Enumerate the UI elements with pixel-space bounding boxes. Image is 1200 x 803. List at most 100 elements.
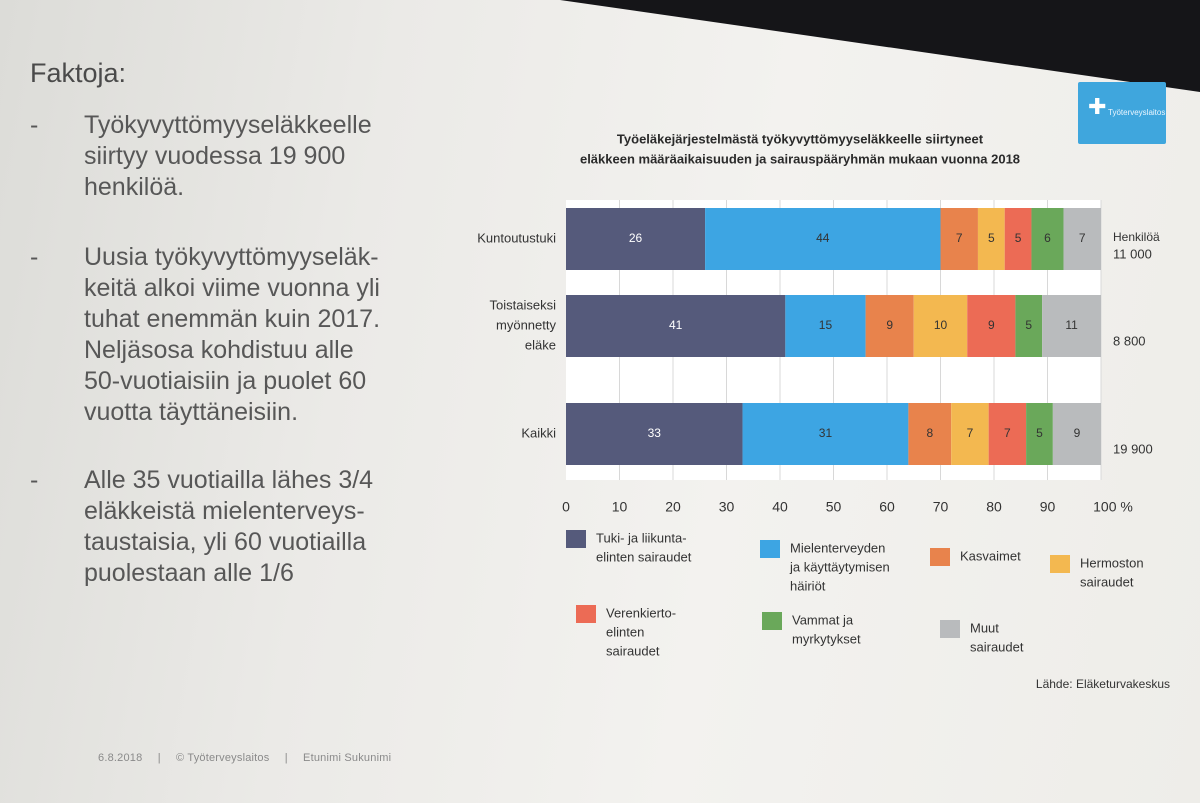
category-label: eläke [525,337,556,352]
footer-organization: © Työterveyslaitos [176,752,270,764]
bar-segment [785,295,866,357]
bar-value-label: 5 [1015,231,1022,245]
bar-value-label: 26 [629,231,643,245]
bar-value-label: 7 [1004,426,1011,440]
x-tick-label: 0 [562,499,570,515]
x-tick-label: 90 [1040,499,1056,515]
bar-value-label: 11 [1065,318,1078,332]
bar-segment [1031,208,1064,270]
x-tick-label: 100 % [1093,499,1133,515]
legend-label: sairaudet [1080,574,1134,589]
category-label: Kuntoutustuki [477,230,556,245]
bar-segment [940,208,978,270]
bar-value-label: 7 [956,231,963,245]
bar-segment [1004,208,1032,270]
bar-value-label: 15 [819,318,833,332]
bar-segment [705,208,941,270]
legend-swatch [1050,555,1070,573]
bar-value-label: 5 [1036,426,1043,440]
legend-label: Mielenterveyden [790,540,885,555]
bar-segment [977,208,1005,270]
bar-segment [988,403,1027,465]
bar-segment [951,403,989,465]
legend-label: sairaudet [970,639,1024,654]
row-total-label: 11 000 [1113,246,1152,261]
bar-value-label: 5 [988,231,995,245]
chart-title: eläkkeen määräaikaisuuden ja sairauspäär… [580,151,1020,166]
bullet-text: Uusia työkyvyttömyyseläk- keitä alkoi vi… [84,243,381,426]
bar-value-label: 9 [988,318,995,332]
bar-value-label: 7 [1079,231,1086,245]
legend-label: sairaudet [606,643,660,658]
bar-value-label: 10 [934,318,948,332]
logo-text: Työterveyslaitos [1108,108,1166,117]
footer-separator: | [284,752,288,764]
chart-title: Työeläkejärjestelmästä työkyvyttömyyselä… [617,131,984,146]
organization-logo: ✚ Työterveyslaitos [1078,82,1166,144]
x-tick-label: 60 [879,499,895,515]
legend-label: myrkytykset [792,631,861,646]
bar-value-label: 5 [1025,318,1032,332]
legend-label: Tuki- ja liikunta- [596,530,687,545]
bar-value-label: 41 [669,318,683,332]
bullet-text: Työkyvyttömyyseläkkeelle siirtyy vuodess… [84,111,372,201]
legend-swatch [930,548,950,566]
bullet-dash: - [30,466,39,494]
x-tick-label: 40 [772,499,788,515]
footer-date: 6.8.2018 [98,752,143,764]
bar-value-label: 9 [886,318,893,332]
legend-swatch [940,620,960,638]
legend-label: Verenkierto- [606,605,676,620]
bar-value-label: 44 [816,231,830,245]
footer-separator: | [157,752,161,764]
bar-segment [967,295,1016,357]
bar-value-label: 7 [967,426,974,440]
bar-segment [1042,295,1101,357]
totals-header: Henkilöä [1113,230,1160,244]
category-label: Kaikki [521,425,556,440]
legend-label: elinten [606,624,644,639]
bar-segment [566,208,706,270]
bar-segment [742,403,909,465]
bar-segment [1052,403,1101,465]
category-label: Toistaiseksi [490,297,557,312]
slide-heading: Faktoja: [30,58,127,88]
row-total-label: 8 800 [1113,333,1146,348]
x-tick-label: 20 [665,499,681,515]
legend-swatch [566,530,586,548]
legend-label: häiriöt [790,578,826,593]
row-total-label: 19 900 [1113,441,1153,456]
legend-label: Muut [970,620,999,635]
x-tick-label: 50 [826,499,842,515]
legend-label: Hermoston [1080,555,1144,570]
logo-mark-icon: ✚ [1088,94,1107,119]
bar-segment [1026,403,1053,465]
bar-value-label: 31 [819,426,833,440]
legend-swatch [576,605,596,623]
x-tick-label: 10 [612,499,628,515]
bar-segment [865,295,914,357]
bar-value-label: 33 [648,426,662,440]
legend-label: Vammat ja [792,612,854,627]
bar-value-label: 6 [1044,231,1051,245]
footer-author: Etunimi Sukunimi [303,752,392,764]
bar-segment [908,403,952,465]
bullet-dash: - [30,111,39,139]
bar-value-label: 9 [1074,426,1081,440]
legend-label: elinten sairaudet [596,549,692,564]
bullet-text: Alle 35 vuotiailla lähes 3/4 eläkkeistä … [84,466,374,587]
category-label: myönnetty [496,317,556,332]
bar-segment [1063,208,1101,270]
x-tick-label: 30 [719,499,735,515]
slide-footer: 6.8.2018 | © Työterveyslaitos | Etunimi … [98,752,403,764]
legend-label: ja käyttäytymisen [789,559,890,574]
legend-swatch [762,612,782,630]
x-tick-label: 70 [933,499,949,515]
bar-segment [913,295,968,357]
bar-segment [566,295,786,357]
chart-source: Lähde: Eläketurvakeskus [1036,677,1170,691]
legend-swatch [760,540,780,558]
x-tick-label: 80 [986,499,1002,515]
bar-segment [1015,295,1043,357]
